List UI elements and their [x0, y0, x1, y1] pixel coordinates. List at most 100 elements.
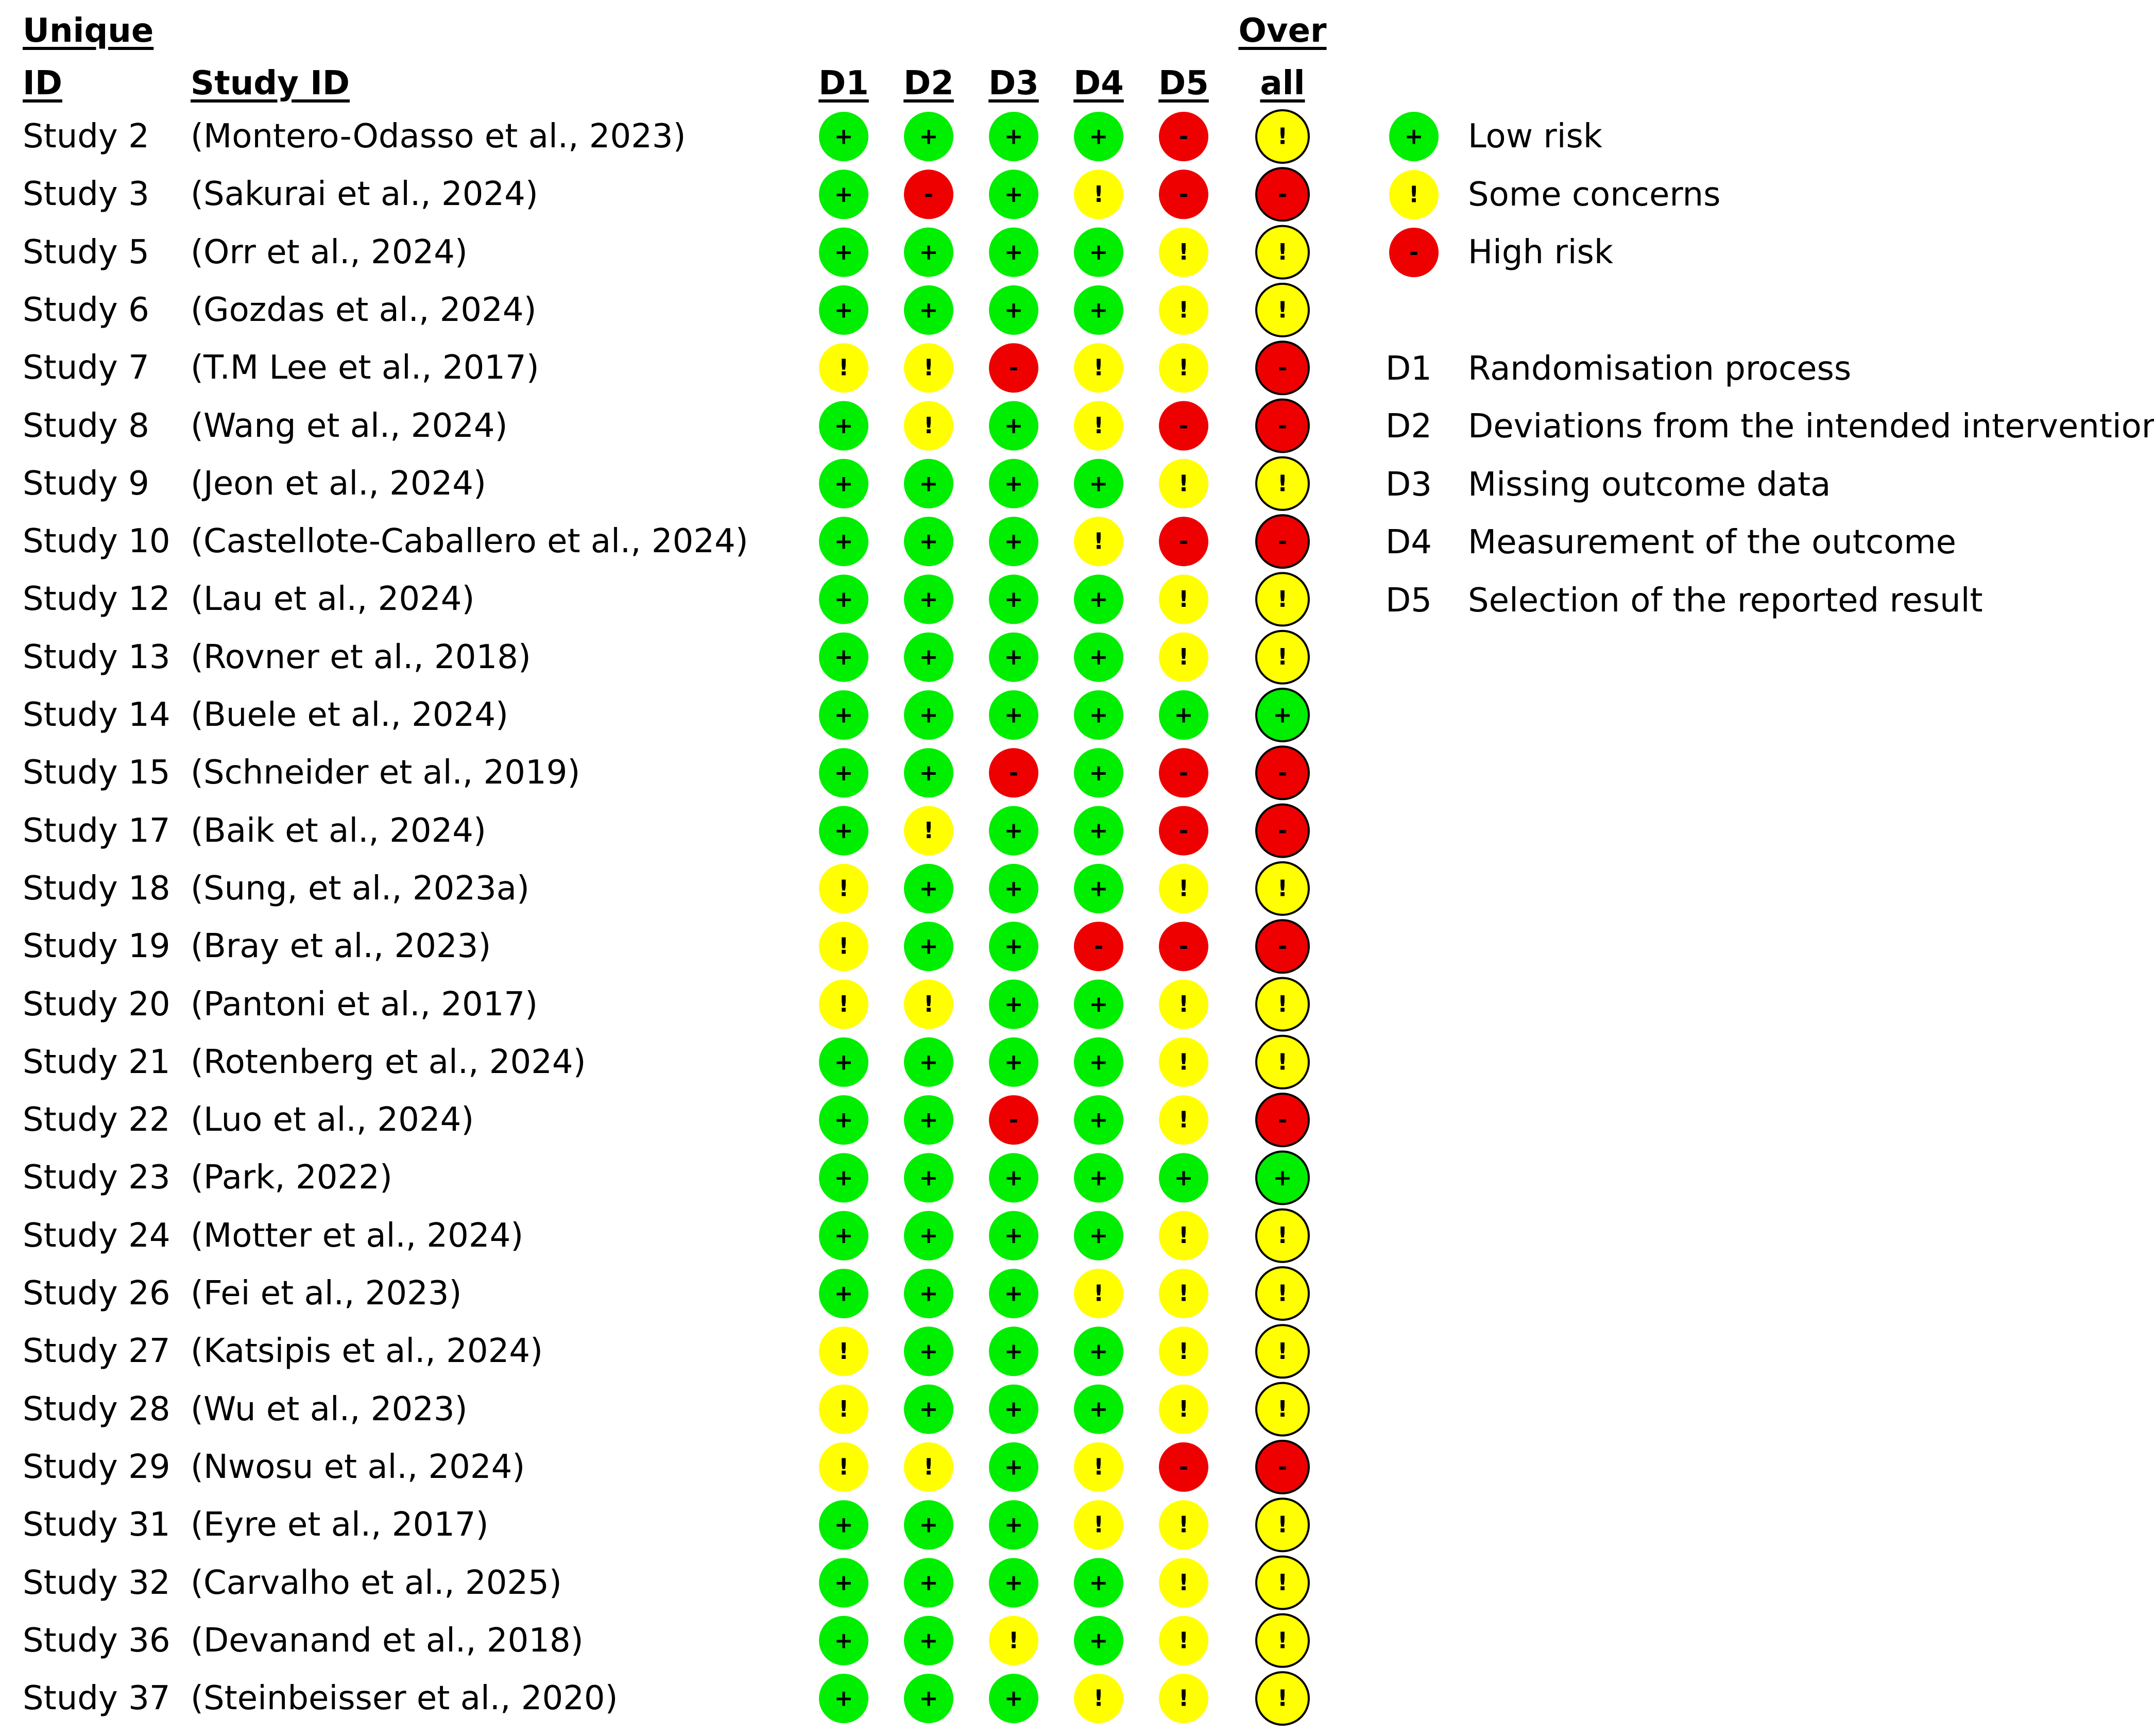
- judgement-dot-d1: +: [819, 806, 868, 856]
- judgement-dot-d1: +: [819, 1674, 868, 1724]
- judgement-dot-d3-circle: [989, 169, 1038, 219]
- overall-dot: !: [1255, 629, 1310, 685]
- judgement-dot-d5: !: [1159, 632, 1208, 682]
- overall-dot-circle: [1255, 803, 1310, 858]
- overall-dot-circle: [1255, 456, 1310, 511]
- judgement-dot-d2: +: [904, 632, 953, 682]
- judgement-dot-d2: +: [904, 1500, 953, 1550]
- judgement-dot-d5: -: [1159, 401, 1208, 451]
- header-study-id: Study ID: [191, 64, 350, 103]
- judgement-dot-d1-circle: [819, 401, 868, 451]
- judgement-dot-d4: +: [1074, 1326, 1123, 1376]
- judgement-dot-d2-symbol: +: [919, 586, 938, 612]
- legend-dot-some: !: [1389, 170, 1439, 219]
- judgement-dot-d1-circle: [819, 806, 868, 856]
- judgement-dot-d3-symbol: +: [1004, 413, 1023, 439]
- judgement-dot-d2-symbol: +: [919, 1165, 938, 1191]
- judgement-dot-d3: +: [989, 979, 1038, 1029]
- judgement-dot-d1-circle: [819, 632, 868, 682]
- judgement-dot-d1-circle: [819, 1615, 868, 1665]
- judgement-dot-d3: +: [989, 1153, 1038, 1203]
- judgement-dot-d2-circle: [904, 458, 953, 508]
- judgement-dot-d3-circle: [989, 1037, 1038, 1087]
- judgement-dot-d1-circle: [819, 1269, 868, 1318]
- judgement-dot-d3-circle: [989, 922, 1038, 972]
- judgement-dot-d4-symbol: +: [1089, 760, 1108, 786]
- unique-id: Study 19: [23, 927, 170, 966]
- judgement-dot-d3-symbol: +: [1004, 124, 1023, 150]
- judgement-dot-d2-symbol: +: [919, 470, 938, 497]
- judgement-dot-d1-symbol: !: [839, 355, 849, 381]
- judgement-dot-d1-symbol: +: [834, 413, 853, 439]
- judgement-dot-d5-symbol: !: [1178, 470, 1189, 497]
- header-d2: D2: [903, 64, 954, 103]
- judgement-dot-d2-symbol: +: [919, 702, 938, 728]
- judgement-dot-d3-symbol: +: [1004, 644, 1023, 670]
- judgement-dot-d2-circle: [904, 922, 953, 972]
- judgement-dot-d5-symbol: !: [1178, 1396, 1189, 1422]
- judgement-dot-d3: +: [989, 1326, 1038, 1376]
- judgement-dot-d4-symbol: +: [1089, 818, 1108, 844]
- legend-domain-label: Deviations from the intended interventio…: [1468, 407, 2154, 446]
- overall-dot-symbol: !: [1277, 1396, 1288, 1422]
- unique-id: Study 10: [23, 522, 170, 561]
- judgement-dot-d5-circle: [1159, 169, 1208, 219]
- judgement-dot-d5-symbol: !: [1178, 1222, 1189, 1249]
- judgement-dot-d5-circle: [1159, 1037, 1208, 1087]
- judgement-dot-d2: +: [904, 690, 953, 740]
- judgement-dot-d2: !: [904, 401, 953, 451]
- judgement-dot-d1: !: [819, 1442, 868, 1492]
- judgement-dot-d3-circle: [989, 1615, 1038, 1665]
- judgement-dot-d2: +: [904, 574, 953, 624]
- judgement-dot-d5-circle: [1159, 748, 1208, 798]
- judgement-dot-d5-circle: [1159, 922, 1208, 972]
- judgement-dot-d2-symbol: +: [919, 1107, 938, 1133]
- judgement-dot-d5-symbol: !: [1178, 355, 1189, 381]
- judgement-dot-d3: +: [989, 863, 1038, 913]
- judgement-dot-d1-symbol: +: [834, 1512, 853, 1538]
- overall-dot: !: [1255, 1208, 1310, 1263]
- overall-dot-symbol: !: [1277, 1281, 1288, 1307]
- judgement-dot-d4-symbol: +: [1089, 297, 1108, 323]
- study-citation: (Montero-Odasso et al., 2023): [191, 117, 686, 156]
- overall-dot: !: [1255, 225, 1310, 280]
- judgement-dot-d1: +: [819, 1269, 868, 1318]
- unique-id: Study 31: [23, 1506, 170, 1544]
- judgement-dot-d5: !: [1159, 1615, 1208, 1665]
- judgement-dot-d4-circle: [1074, 169, 1123, 219]
- judgement-dot-d4-symbol: +: [1089, 470, 1108, 497]
- judgement-dot-d2: +: [904, 1153, 953, 1203]
- judgement-dot-d3-symbol: +: [1004, 933, 1023, 960]
- judgement-dot-d1: +: [819, 1615, 868, 1665]
- judgement-dot-d4-symbol: !: [1093, 355, 1104, 381]
- overall-dot: -: [1255, 1439, 1310, 1494]
- judgement-dot-d5-symbol: !: [1178, 1627, 1189, 1654]
- judgement-dot-d3: +: [989, 1037, 1038, 1087]
- judgement-dot-d2-symbol: !: [924, 413, 934, 439]
- legend-domain-label: Selection of the reported result: [1468, 582, 1983, 620]
- judgement-dot-d5: !: [1159, 1269, 1208, 1318]
- judgement-dot-d3-symbol: +: [1004, 586, 1023, 612]
- judgement-dot-d3-symbol: +: [1004, 1222, 1023, 1249]
- judgement-dot-d1-circle: [819, 1442, 868, 1492]
- judgement-dot-d4: +: [1074, 227, 1123, 277]
- judgement-dot-d4-circle: [1074, 1095, 1123, 1145]
- judgement-dot-d2-circle: [904, 1153, 953, 1203]
- judgement-dot-d4-circle: [1074, 806, 1123, 856]
- judgement-dot-d1-symbol: +: [834, 702, 853, 728]
- legend-dot-low-symbol: +: [1405, 124, 1424, 150]
- unique-id: Study 23: [23, 1159, 170, 1197]
- overall-dot-symbol: -: [1278, 355, 1287, 381]
- study-citation: (Steinbeisser et al., 2020): [191, 1679, 618, 1718]
- judgement-dot-d4: +: [1074, 1153, 1123, 1203]
- judgement-dot-d4-circle: [1074, 1442, 1123, 1492]
- judgement-dot-d3: +: [989, 1211, 1038, 1261]
- study-citation: (Carvalho et al., 2025): [191, 1563, 562, 1602]
- judgement-dot-d4: !: [1074, 1269, 1123, 1318]
- overall-dot-circle: [1255, 225, 1310, 280]
- judgement-dot-d4-circle: [1074, 285, 1123, 335]
- judgement-dot-d5: -: [1159, 1442, 1208, 1492]
- judgement-dot-d5: -: [1159, 922, 1208, 972]
- judgement-dot-d2: !: [904, 806, 953, 856]
- judgement-dot-d4: !: [1074, 169, 1123, 219]
